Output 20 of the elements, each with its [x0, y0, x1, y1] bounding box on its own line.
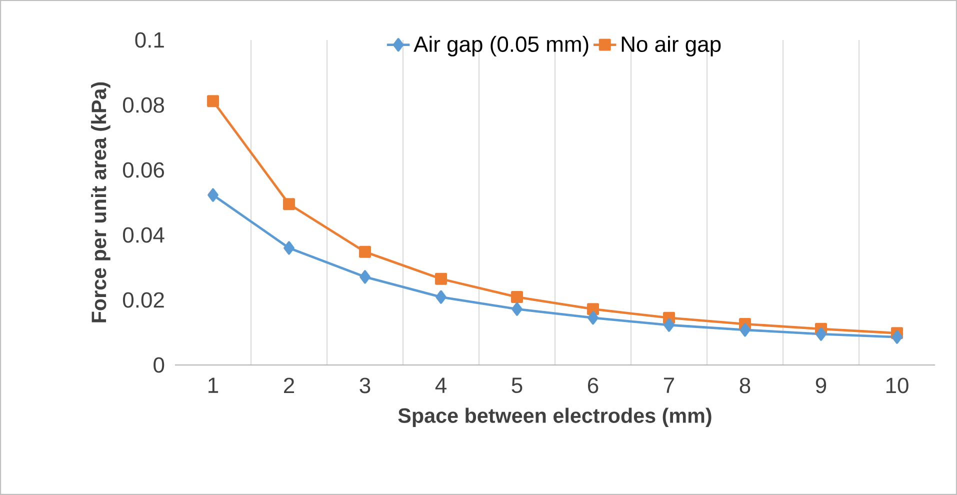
x-tick-label: 10 [886, 378, 908, 394]
y-axis-title: Force per unit area (kPa) [91, 82, 110, 322]
y-tick-label: 0.08 [123, 97, 164, 113]
x-tick-label: 6 [588, 378, 598, 394]
x-tick-label: 8 [740, 378, 750, 394]
x-tick-label: 5 [512, 378, 522, 394]
y-tick-label: 0 [154, 357, 164, 373]
y-tick-label: 0.1 [135, 32, 164, 48]
x-tick-label: 1 [208, 378, 218, 393]
y-tick-label: 0.04 [123, 227, 164, 243]
x-tick-label: 3 [360, 378, 370, 394]
legend-label: No air gap [622, 36, 721, 56]
x-axis-title: Space between electrodes (mm) [398, 408, 712, 428]
legend-label: Air gap (0.05 mm) [414, 36, 588, 56]
x-tick-label: 4 [435, 378, 446, 393]
x-tick-label: 9 [816, 378, 826, 394]
y-tick-label: 0.02 [123, 292, 164, 308]
x-tick-label: 2 [284, 378, 294, 394]
x-tick-label: 7 [664, 378, 674, 393]
y-tick-label: 0.06 [123, 162, 164, 178]
